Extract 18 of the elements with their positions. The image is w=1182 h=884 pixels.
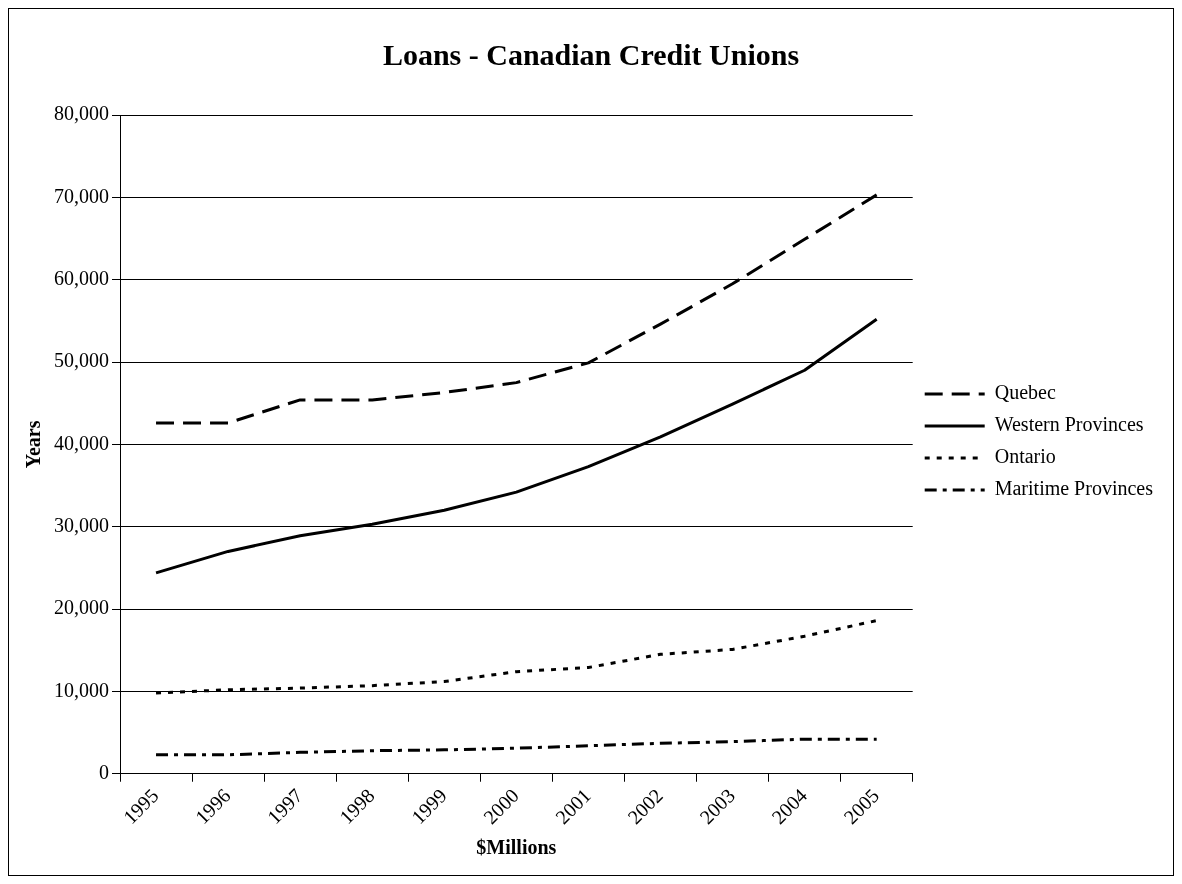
y-tick-label: 50,000 — [54, 349, 109, 372]
legend-label: Western Provinces — [994, 413, 1144, 436]
y-axis-title: Years — [22, 420, 45, 469]
y-tick-label: 0 — [99, 761, 109, 783]
y-tick-label: 60,000 — [54, 266, 109, 289]
legend-label: Ontario — [994, 445, 1056, 468]
y-tick-label: 80,000 — [54, 102, 109, 125]
x-tick-label: 1999 — [406, 784, 451, 829]
y-tick-label: 10,000 — [54, 678, 109, 701]
legend-label: Maritime Provinces — [994, 477, 1154, 500]
legend-label: Quebec — [994, 381, 1056, 404]
line-series — [154, 737, 879, 757]
x-axis-title: $Millions — [476, 836, 557, 859]
y-tick-label: 20,000 — [54, 596, 109, 619]
y-tick-label: 30,000 — [54, 513, 109, 536]
y-tick-label: 40,000 — [54, 431, 109, 454]
chart-title: Loans - Canadian Credit Unions — [382, 37, 800, 71]
y-tick-label: 70,000 — [54, 184, 109, 207]
